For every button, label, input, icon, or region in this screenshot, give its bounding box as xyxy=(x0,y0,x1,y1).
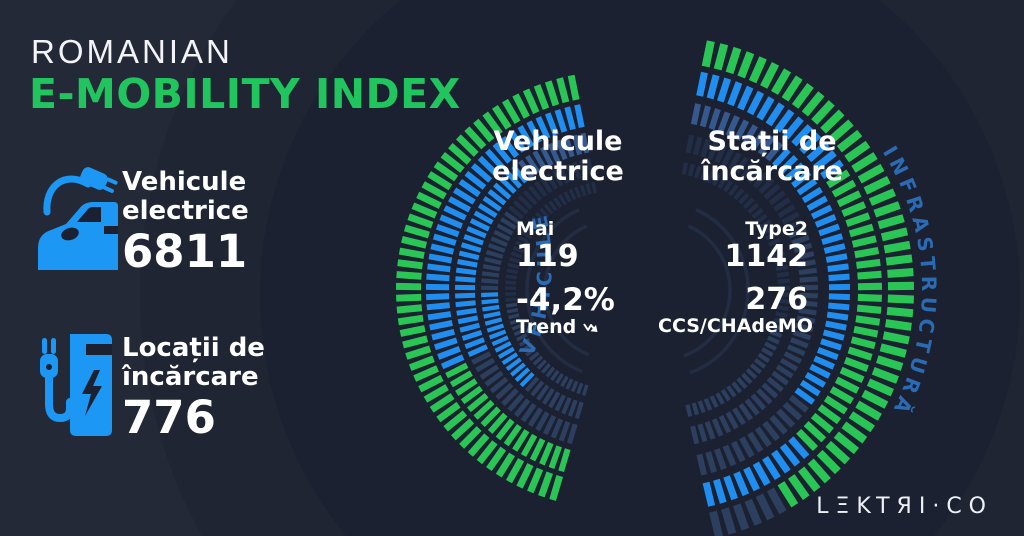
right-gauge-title: Stații de încărcare xyxy=(701,126,843,187)
left-gauge-title: Vehicule electrice xyxy=(492,126,624,187)
metric-ccs-chademo-chargers: 276 CCS/CHAdeMO xyxy=(658,282,813,337)
charging-station-icon xyxy=(30,326,118,442)
page-title: E-MOBILITY INDEX xyxy=(29,70,461,118)
stat-value-ev-total: 6811 xyxy=(122,225,248,278)
metric-type2-chargers: Type2 1142 xyxy=(724,218,809,274)
stat-electric-vehicles: Vehicule electrice 6811 xyxy=(30,160,249,276)
stat-charging-locations: Locații de încărcare 776 xyxy=(30,326,265,442)
gauge-rings xyxy=(395,40,915,536)
trend-down-icon xyxy=(583,322,598,332)
lektrico-logo: LΞKTЯI·CO xyxy=(816,494,993,519)
stat-label: Vehicule electrice xyxy=(122,167,249,226)
stat-label: Locații de încărcare xyxy=(122,333,265,392)
ev-car-plug-icon xyxy=(30,160,118,276)
stat-value-locations-total: 776 xyxy=(122,391,216,444)
background-inner-circle xyxy=(260,0,1020,536)
metric-trend: -4,2% Trend xyxy=(516,282,615,338)
metric-month-new-evs: Mai 119 xyxy=(516,218,579,274)
kicker-romanian: ROMANIAN xyxy=(31,33,233,70)
